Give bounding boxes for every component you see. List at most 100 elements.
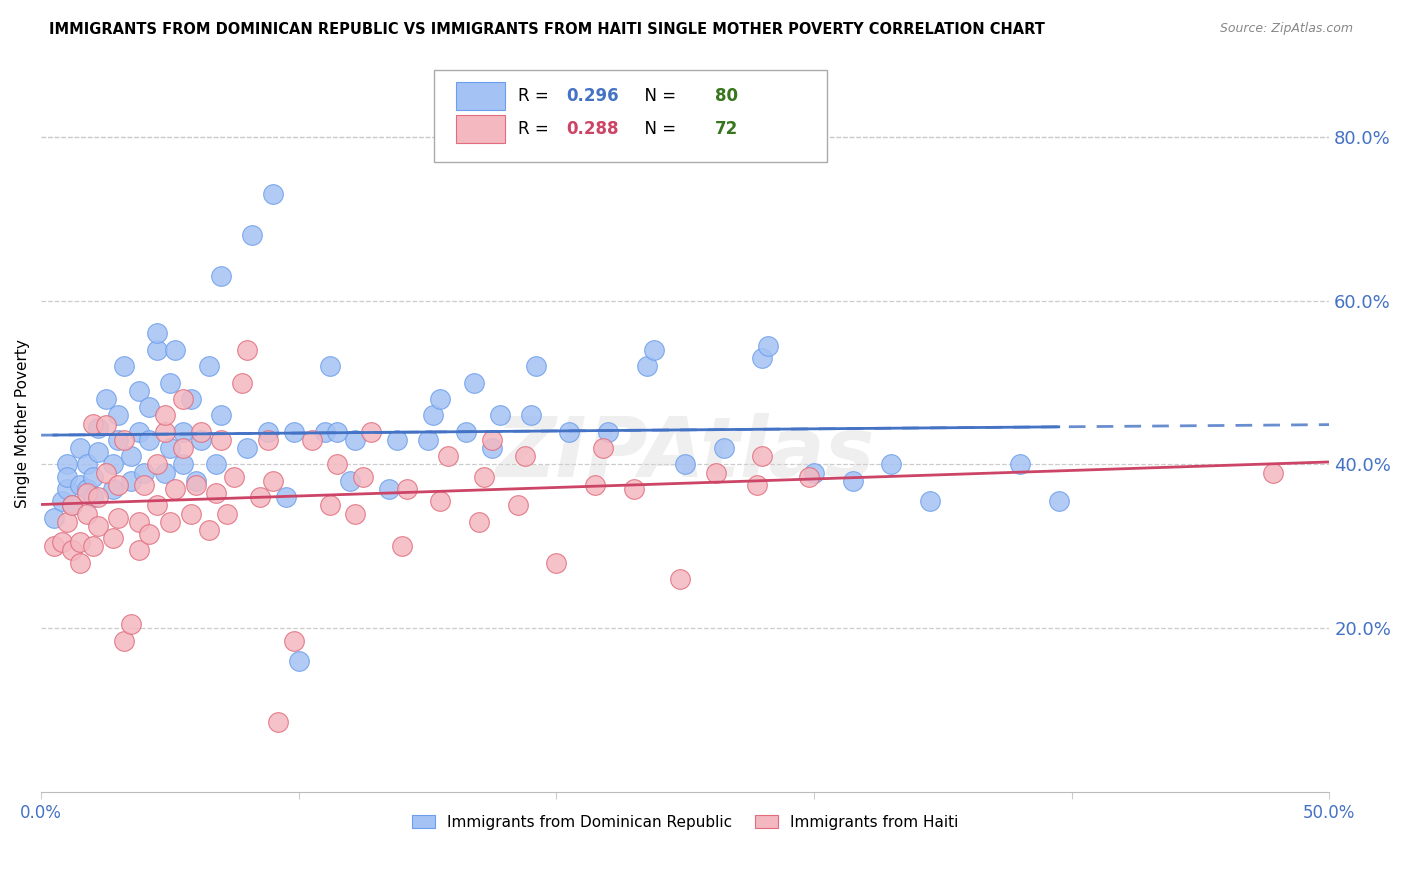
Point (751, 450, 773, 464)
Point (918, 494, 941, 508)
Point (190, 425, 212, 439)
Point (60, 499, 83, 513)
Point (180, 392, 202, 406)
Point (395, 482, 418, 496)
Point (378, 482, 401, 496)
Point (153, 466, 176, 480)
Point (159, 515, 181, 529)
Point (76, 458, 98, 472)
Point (880, 458, 903, 472)
Point (112, 433, 135, 447)
Point (274, 490, 297, 504)
Point (267, 715, 290, 730)
Point (519, 409, 541, 423)
Point (82, 490, 104, 504)
Point (172, 441, 194, 455)
Point (636, 359, 658, 374)
Point (249, 490, 271, 504)
Point (236, 343, 259, 357)
Point (42, 540, 65, 554)
Point (82, 540, 104, 554)
Point (172, 392, 194, 406)
Text: N =: N = (634, 120, 681, 138)
Bar (456, 82, 505, 110)
Point (56, 458, 79, 472)
Point (344, 507, 367, 521)
Point (747, 478, 769, 492)
Point (128, 384, 150, 398)
Point (339, 474, 361, 488)
Point (159, 376, 181, 390)
Point (165, 482, 187, 496)
Point (481, 433, 503, 447)
Point (318, 499, 340, 513)
Point (128, 515, 150, 529)
Point (134, 466, 156, 480)
Point (481, 441, 503, 455)
Point (180, 507, 202, 521)
Point (314, 425, 336, 439)
Point (1261, 466, 1284, 480)
Point (146, 458, 169, 472)
Point (205, 458, 228, 472)
Point (107, 478, 129, 492)
Text: R =: R = (517, 87, 554, 104)
Point (82, 469, 104, 483)
Point (704, 466, 727, 480)
Point (76, 482, 98, 496)
Point (488, 409, 510, 423)
Point (165, 343, 187, 357)
Text: 80: 80 (714, 87, 738, 104)
Point (283, 633, 305, 648)
Point (60, 543, 83, 558)
Point (256, 425, 278, 439)
Text: ZIPAtlas: ZIPAtlas (495, 412, 875, 493)
Point (146, 326, 169, 341)
Point (112, 633, 135, 648)
Point (256, 433, 278, 447)
Text: 0.296: 0.296 (567, 87, 619, 104)
Point (326, 458, 349, 472)
Point (592, 441, 614, 455)
Point (287, 654, 309, 668)
Point (107, 409, 129, 423)
Point (103, 458, 125, 472)
Point (211, 433, 233, 447)
Point (82, 417, 104, 431)
Point (558, 425, 581, 439)
Point (56, 515, 79, 529)
Bar (456, 115, 505, 143)
Point (429, 494, 451, 508)
Point (318, 359, 340, 374)
Point (87, 420, 110, 434)
Point (262, 187, 284, 202)
Point (352, 469, 374, 483)
Point (138, 527, 160, 541)
Text: N =: N = (634, 87, 681, 104)
Point (103, 482, 125, 496)
Point (138, 433, 160, 447)
Point (391, 540, 413, 554)
Point (69, 535, 91, 549)
Point (756, 339, 779, 353)
Point (51, 535, 73, 549)
Point (301, 433, 323, 447)
Point (231, 376, 253, 390)
Legend: Immigrants from Dominican Republic, Immigrants from Haiti: Immigrants from Dominican Republic, Immi… (406, 809, 965, 836)
Point (146, 499, 169, 513)
Point (197, 359, 219, 374)
Point (240, 228, 263, 243)
Point (583, 478, 606, 492)
Point (385, 433, 408, 447)
Point (69, 556, 91, 570)
Point (87, 445, 110, 459)
Point (803, 466, 825, 480)
Point (184, 474, 207, 488)
Point (215, 507, 238, 521)
Point (797, 469, 820, 483)
Point (596, 425, 619, 439)
Point (429, 392, 451, 406)
Point (515, 450, 537, 464)
Point (283, 425, 305, 439)
Point (94, 418, 117, 433)
